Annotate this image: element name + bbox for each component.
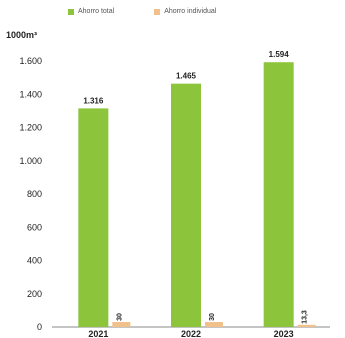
data-label-total-2021: 1.316 <box>83 96 104 105</box>
y-tick-label: 800 <box>27 189 42 199</box>
legend-swatch-individual <box>154 8 161 15</box>
data-label-individual-2022: 30 <box>209 313 216 321</box>
legend-label-individual: Ahorro individual <box>164 8 217 15</box>
y-tick-label: 1.600 <box>19 56 42 66</box>
y-tick-label: 400 <box>27 256 42 266</box>
x-category-label-2022: 2022 <box>181 329 201 338</box>
x-category-label-2023: 2023 <box>274 329 294 338</box>
bar-individual-2022 <box>205 322 223 327</box>
data-label-individual-2023: 13,3 <box>302 310 309 324</box>
chart-legend: Ahorro total Ahorro individual <box>68 8 216 15</box>
y-tick-label: 600 <box>27 222 42 232</box>
legend-label-total: Ahorro total <box>78 8 115 15</box>
data-label-total-2022: 1.465 <box>176 72 197 81</box>
legend-item-individual: Ahorro individual <box>154 8 216 15</box>
y-tick-label: 1.000 <box>19 156 42 166</box>
legend-item-total: Ahorro total <box>68 8 114 15</box>
y-axis-unit-label: 1000m³ <box>6 30 38 40</box>
data-label-individual-2021: 30 <box>116 313 123 321</box>
y-tick-label: 0 <box>37 322 42 332</box>
bar-total-2022 <box>171 83 201 328</box>
bar-individual-2023 <box>297 324 316 327</box>
x-category-label-2021: 2021 <box>88 329 108 338</box>
legend-swatch-total <box>68 8 74 15</box>
bar-individual-2021 <box>112 322 131 327</box>
y-tick-label: 1.400 <box>19 89 42 99</box>
bar-total-2023 <box>263 62 294 328</box>
bar-total-2021 <box>78 108 109 327</box>
y-tick-label: 1.200 <box>19 123 42 133</box>
y-tick-label: 200 <box>27 289 42 299</box>
data-label-total-2023: 1.594 <box>269 50 290 59</box>
